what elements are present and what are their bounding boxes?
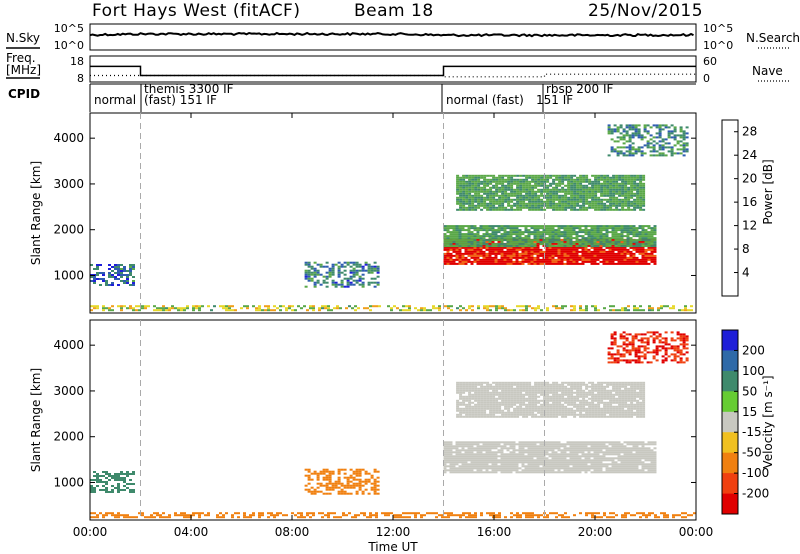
velocity-ytick-0: 1000 (53, 475, 84, 489)
xtick-3: 12:00 (376, 525, 411, 539)
noise-panel: 10^5 10^0 10^5 10^0 (6, 22, 790, 52)
velocity-cbar-tick-0: 200 (742, 343, 765, 357)
cpid-normal-fast: normal (fast) (446, 93, 524, 107)
power-region-0 (90, 264, 135, 286)
power-scatter (90, 124, 693, 312)
power-ytick-2: 3000 (53, 177, 84, 191)
nsky-label: N.Sky (6, 31, 41, 45)
xtick-5: 20:00 (578, 525, 613, 539)
date-label: 25/Nov/2015 (588, 1, 704, 21)
velocity-xlabel: Time UT (367, 540, 418, 554)
power-region-5 (607, 124, 689, 157)
freq-ytick-left-top: 18 (70, 55, 84, 68)
power-cbar-tick-0: 4 (742, 266, 750, 280)
velocity-cbar-tick-3: 15 (742, 405, 757, 419)
cpid-rbsp: rbsp 200 IF (546, 82, 613, 96)
freq-ytick-left-bottom: 8 (77, 72, 84, 85)
power-cbar-tick-6: 28 (742, 125, 757, 139)
power-cbar-tick-4: 20 (742, 172, 757, 186)
power-region-3 (443, 225, 657, 248)
velocity-colorbar-label: Velocity [m s⁻¹] (761, 375, 775, 468)
velocity-region-2 (443, 441, 657, 474)
cpid-151-if: 151 IF (536, 93, 573, 107)
cpid-label: CPID (8, 87, 41, 101)
power-ylabel: Slant Range [km] (29, 161, 43, 265)
cpid-themis: themis 3300 IF (144, 82, 234, 96)
velocity-colorbar: 200 100 50 15 -15 -50 -100 -200 Velocity [m s⁻¹… (721, 329, 775, 515)
freq-label: Freq. [MHz] (6, 51, 42, 77)
xtick-2: 08:00 (275, 525, 310, 539)
velocity-cbar-tick-2: 50 (742, 384, 757, 398)
velocity-cbar-tick-6: -100 (742, 466, 769, 480)
power-ytick-0: 1000 (53, 268, 84, 282)
power-colorbar-label: Power [dB] (761, 159, 775, 224)
nave-label: Nave (752, 64, 783, 78)
freq-ytick-right-bottom: 0 (703, 72, 710, 85)
cpid-fast-151: (fast) 151 IF (144, 93, 217, 107)
velocity-ylabel: Slant Range [km] (29, 368, 43, 472)
nsky-series-line (89, 31, 694, 38)
nsearch-label: N.Search (746, 31, 800, 45)
velocity-scatter (90, 331, 696, 519)
xtick-6: 00:00 (679, 525, 714, 539)
velocity-panel: 1000 2000 3000 4000 00:00 04:00 08:00 12:00 16:… (29, 113, 713, 554)
power-cbar-tick-3: 16 (742, 195, 757, 209)
xtick-1: 04:00 (174, 525, 209, 539)
velocity-cbar-tick-7: -200 (742, 487, 769, 501)
velocity-region-3 (456, 381, 646, 418)
velocity-region-5 (90, 512, 696, 519)
velocity-cbar-tick-5: -50 (742, 446, 762, 460)
frequency-panel: 18 8 60 0 (6, 55, 790, 85)
velocity-cbar-tick-1: 100 (742, 364, 765, 378)
xtick-4: 16:00 (477, 525, 512, 539)
beam-label: Beam 18 (354, 1, 434, 21)
velocity-ytick-3: 4000 (53, 338, 84, 352)
power-cbar-tick-5: 24 (742, 148, 757, 162)
velocity-cbar-tick-4: -15 (742, 425, 762, 439)
velocity-ytick-2: 3000 (53, 384, 84, 398)
power-ytick-3: 4000 (53, 131, 84, 145)
velocity-region-1 (304, 468, 380, 495)
power-ytick-1: 2000 (53, 223, 84, 237)
noise-ytick-right-bottom: 10^0 (703, 39, 733, 52)
power-panel: 1000 2000 3000 4000 Slant Range [km] (29, 112, 697, 314)
velocity-region-0 (90, 471, 135, 493)
cpid-normal: normal (94, 93, 136, 107)
power-region-4 (456, 174, 646, 211)
noise-ytick-left-bottom: 10^0 (54, 39, 84, 52)
power-cbar-tick-2: 12 (742, 219, 757, 233)
power-region-1 (304, 261, 380, 288)
velocity-ytick-1: 2000 (53, 430, 84, 444)
noise-ytick-right-top: 10^5 (703, 22, 733, 35)
power-colorbar: 4 8 12 16 20 24 28 Power [dB] (721, 119, 775, 297)
noise-ytick-left-top: 10^5 (54, 22, 84, 35)
power-region-6 (90, 305, 693, 312)
freq-ytick-right-top: 60 (703, 55, 717, 68)
power-cbar-tick-1: 8 (742, 242, 750, 256)
mode-change-lines (140, 113, 545, 520)
cpid-band: normal themis 3300 IF (fast) 151 IF norm… (89, 82, 696, 112)
velocity-region-4 (607, 331, 689, 364)
freq-series-line (90, 65, 696, 77)
station-title: Fort Hays West (fitACF) (92, 1, 301, 21)
xtick-0: 00:00 (73, 525, 108, 539)
